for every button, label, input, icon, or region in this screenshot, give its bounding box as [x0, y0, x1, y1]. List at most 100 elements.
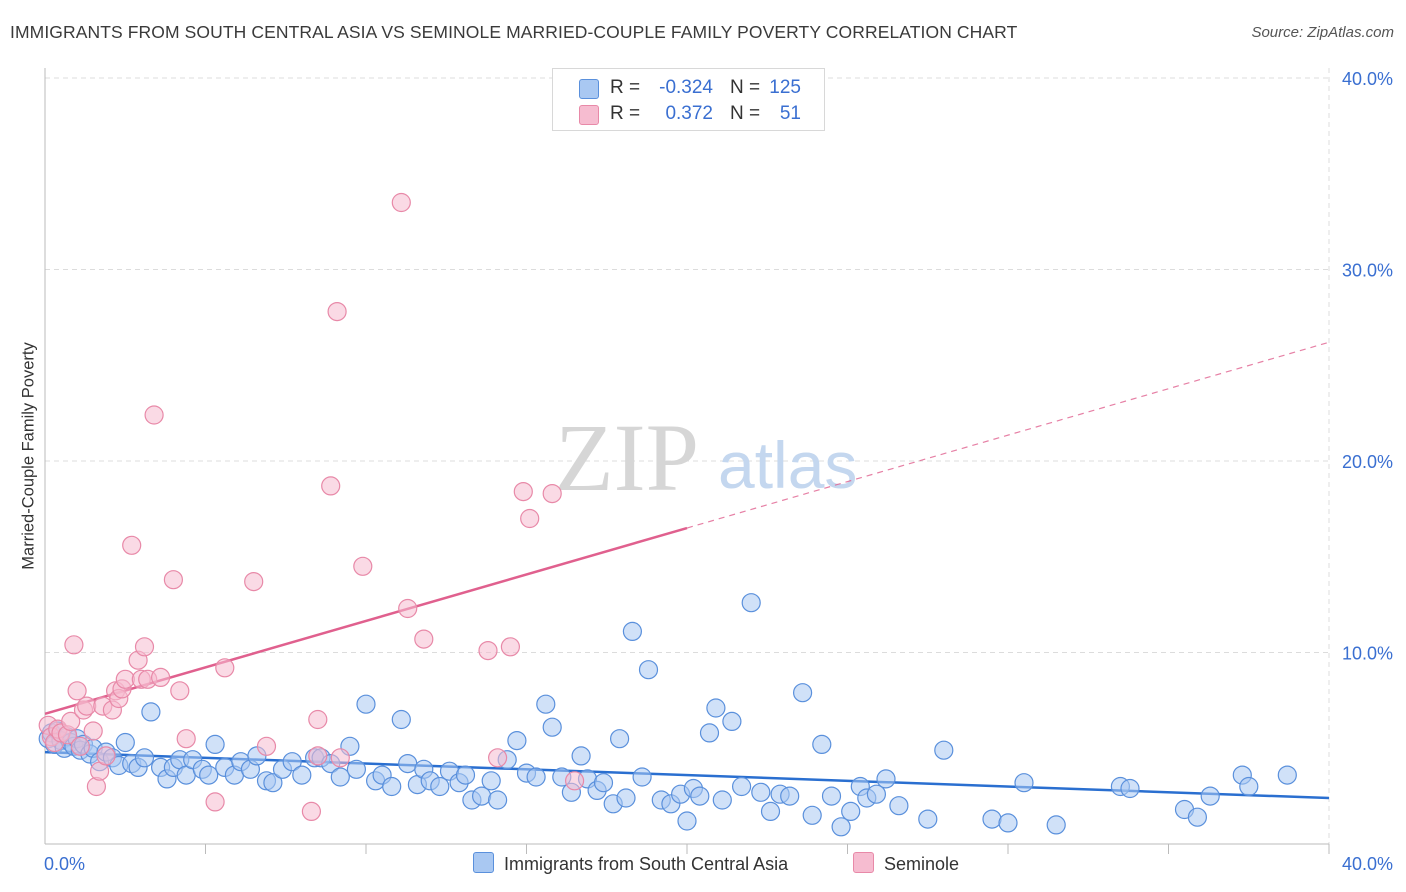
point-south-central-asia	[998, 813, 1018, 833]
point-south-central-asia	[263, 773, 283, 793]
bottom-legend-swatch-pink	[853, 852, 874, 873]
point-seminole	[163, 570, 183, 590]
point-seminole	[488, 748, 508, 768]
point-south-central-asia	[622, 621, 643, 642]
trend-line-seminole-projection	[686, 341, 1330, 529]
point-south-central-asia	[690, 786, 710, 806]
point-seminole	[144, 405, 164, 425]
point-south-central-asia	[609, 729, 630, 749]
point-seminole	[478, 640, 498, 661]
point-south-central-asia	[918, 809, 938, 829]
legend-n-label: N =	[730, 103, 761, 124]
point-south-central-asia	[391, 709, 411, 730]
point-south-central-asia	[430, 776, 450, 797]
point-south-central-asia	[205, 734, 225, 755]
point-seminole	[61, 711, 81, 732]
point-south-central-asia	[706, 698, 726, 718]
watermark-atlas: atlas	[718, 428, 857, 502]
point-south-central-asia	[876, 769, 896, 789]
point-south-central-asia	[356, 694, 376, 714]
source-credit: Source: ZipAtlas.com	[1251, 24, 1394, 41]
bottom-legend-series2: Seminole	[853, 852, 959, 875]
point-south-central-asia	[1187, 807, 1208, 827]
point-south-central-asia	[1239, 776, 1259, 797]
point-south-central-asia	[792, 683, 813, 703]
point-seminole	[520, 508, 540, 529]
point-south-central-asia	[382, 776, 402, 797]
point-south-central-asia	[199, 765, 219, 785]
point-south-central-asia	[1277, 765, 1297, 785]
point-seminole	[564, 771, 585, 791]
axes	[44, 68, 1330, 854]
point-seminole	[308, 746, 328, 766]
point-south-central-asia	[488, 790, 508, 810]
point-south-central-asia	[1120, 778, 1140, 799]
point-seminole	[115, 669, 135, 689]
point-seminole	[64, 635, 84, 655]
point-south-central-asia	[632, 767, 652, 787]
point-south-central-asia	[722, 711, 742, 732]
point-seminole	[122, 535, 142, 555]
point-seminole	[215, 658, 235, 678]
point-south-central-asia	[780, 786, 800, 806]
legend-n-label: N =	[730, 77, 761, 98]
legend-swatch-blue	[579, 79, 599, 99]
point-seminole	[542, 484, 562, 504]
watermark-zip: ZIP	[555, 404, 699, 511]
point-south-central-asia	[292, 765, 312, 785]
point-south-central-asia	[866, 784, 887, 804]
legend-row-pink: R = 0.372 N = 51	[553, 101, 824, 127]
point-seminole	[176, 729, 196, 749]
legend-r-label: R =	[610, 103, 641, 124]
point-seminole	[151, 667, 171, 688]
legend-n-value: 51	[779, 103, 801, 124]
point-south-central-asia	[481, 771, 501, 791]
point-south-central-asia	[731, 776, 752, 797]
point-south-central-asia	[712, 790, 732, 810]
point-seminole	[327, 302, 347, 322]
point-seminole	[321, 476, 341, 496]
point-seminole	[353, 556, 373, 576]
point-south-central-asia	[330, 767, 350, 787]
legend-row-blue: R = -0.324 N = 125	[553, 75, 824, 101]
point-south-central-asia	[542, 717, 562, 737]
point-south-central-asia	[1046, 815, 1066, 835]
point-seminole	[414, 629, 434, 649]
point-seminole	[330, 748, 350, 768]
point-seminole	[170, 681, 190, 701]
point-seminole	[70, 736, 90, 756]
point-seminole	[301, 801, 321, 822]
point-south-central-asia	[134, 748, 155, 768]
legend-r-value: 0.372	[665, 103, 713, 124]
point-south-central-asia	[526, 767, 546, 787]
point-seminole	[256, 736, 277, 756]
point-seminole	[500, 637, 520, 657]
point-seminole	[398, 598, 418, 619]
point-seminole	[513, 482, 533, 502]
watermark: ZIP atlas	[555, 404, 857, 511]
chart-title: IMMIGRANTS FROM SOUTH CENTRAL ASIA VS SE…	[10, 22, 1018, 42]
point-south-central-asia	[593, 773, 614, 793]
y-tick-label: 10.0%	[1342, 644, 1393, 664]
point-seminole	[205, 792, 225, 812]
point-south-central-asia	[571, 746, 591, 766]
point-south-central-asia	[455, 765, 476, 785]
point-south-central-asia	[536, 694, 556, 714]
legend-n-value: 125	[769, 77, 801, 98]
point-south-central-asia	[831, 817, 851, 837]
point-south-central-asia	[1200, 786, 1220, 806]
point-south-central-asia	[346, 759, 366, 779]
legend-r-label: R =	[610, 77, 641, 98]
y-tick-label: 30.0%	[1342, 261, 1393, 281]
point-south-central-asia	[841, 801, 861, 822]
point-south-central-asia	[741, 593, 761, 613]
point-seminole	[96, 746, 116, 766]
point-south-central-asia	[398, 753, 418, 774]
point-seminole	[244, 571, 264, 592]
bottom-legend-label: Seminole	[884, 854, 960, 874]
point-seminole	[67, 681, 87, 701]
point-south-central-asia	[802, 805, 822, 825]
point-south-central-asia	[982, 809, 1002, 829]
data-points	[38, 192, 1297, 837]
point-seminole	[391, 192, 411, 213]
